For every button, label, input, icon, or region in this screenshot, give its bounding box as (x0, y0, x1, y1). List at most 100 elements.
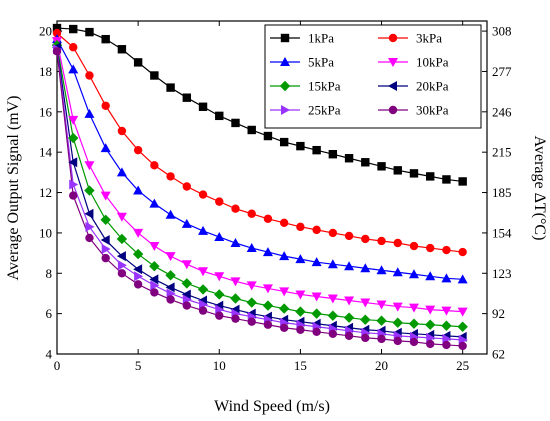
y2-axis-label: Average ΔT(°C) (531, 136, 548, 241)
data-point-3kpa (442, 245, 451, 255)
data-point-10kpa (327, 294, 338, 304)
data-point-30kpa (150, 288, 159, 297)
data-point-3kpa (458, 247, 467, 257)
data-point-1kpa (296, 141, 305, 151)
data-point-3kpa (344, 231, 354, 241)
legend-marker-10kpa (388, 58, 398, 67)
data-point-15kpa (68, 132, 79, 144)
data-point-3kpa (69, 43, 78, 52)
legend-label-25kpa: 25kPa (308, 103, 341, 118)
data-point-3kpa (215, 197, 224, 206)
data-point-15kpa (327, 310, 339, 321)
data-point-10kpa (295, 290, 306, 300)
data-point-1kpa (85, 27, 94, 37)
data-point-5kpa (425, 271, 436, 281)
data-point-15kpa (149, 261, 160, 272)
data-point-3kpa (150, 161, 159, 170)
y-tick-label: 18 (39, 64, 52, 79)
data-point-1kpa (231, 118, 240, 128)
data-point-15kpa (457, 321, 468, 332)
data-point-5kpa (133, 185, 144, 195)
data-point-3kpa (409, 241, 419, 251)
data-point-10kpa (214, 272, 225, 282)
data-point-3kpa (312, 225, 321, 235)
x-tick-label: 25 (456, 358, 469, 373)
data-point-5kpa (311, 257, 322, 267)
data-point-30kpa (133, 280, 143, 289)
data-point-1kpa (69, 24, 78, 34)
data-point-15kpa (360, 314, 371, 325)
data-point-25kpa (117, 260, 127, 271)
data-point-30kpa (215, 311, 224, 320)
data-point-30kpa (69, 191, 78, 200)
data-point-5kpa (408, 269, 419, 279)
data-point-30kpa (361, 333, 370, 343)
data-point-5kpa (68, 64, 79, 74)
data-point-10kpa (360, 298, 371, 308)
y2-tick-label: 92 (492, 306, 505, 321)
data-point-5kpa (262, 247, 273, 257)
legend-label-1kpa: 1kPa (308, 31, 334, 46)
data-point-15kpa (116, 233, 128, 245)
data-point-1kpa (361, 158, 370, 167)
y2-tick-label: 185 (492, 185, 512, 200)
data-point-1kpa (328, 150, 338, 159)
data-point-30kpa (312, 327, 321, 336)
data-point-5kpa (214, 231, 225, 241)
data-point-1kpa (215, 111, 224, 121)
data-point-15kpa (181, 278, 193, 289)
data-point-15kpa (262, 300, 274, 311)
data-point-5kpa (246, 243, 257, 253)
x-tick-label: 10 (213, 358, 226, 373)
data-point-15kpa (246, 297, 257, 308)
data-point-5kpa (181, 218, 192, 228)
data-point-1kpa (247, 125, 256, 135)
data-point-10kpa (133, 228, 144, 238)
data-point-30kpa (296, 325, 305, 334)
x-tick-label: 20 (375, 358, 388, 373)
data-point-3kpa (101, 101, 110, 110)
data-point-1kpa (279, 137, 289, 147)
data-point-5kpa (295, 254, 306, 264)
data-point-20kpa (133, 264, 143, 275)
data-point-5kpa (392, 267, 403, 277)
data-point-1kpa (312, 145, 321, 155)
legend-marker-15kpa (279, 80, 291, 92)
data-point-10kpa (181, 260, 192, 270)
data-point-15kpa (100, 214, 111, 225)
legend-label-3kpa: 3kPa (416, 31, 442, 46)
data-point-30kpa (182, 301, 192, 310)
y2-tick-label: 215 (492, 145, 512, 160)
data-point-1kpa (409, 169, 419, 178)
data-point-1kpa (426, 172, 435, 181)
data-point-1kpa (150, 71, 159, 80)
data-point-30kpa (101, 253, 110, 263)
data-point-15kpa (425, 319, 436, 330)
data-point-5kpa (165, 209, 176, 219)
data-point-1kpa (442, 175, 451, 184)
data-point-3kpa (377, 236, 386, 246)
data-point-5kpa (100, 143, 111, 153)
data-point-10kpa (165, 252, 176, 262)
data-point-1kpa (344, 154, 354, 163)
data-point-1kpa (101, 34, 110, 44)
data-point-30kpa (377, 334, 386, 344)
data-point-30kpa (328, 329, 338, 339)
data-point-1kpa (377, 162, 386, 171)
legend-marker-25kpa (281, 105, 290, 115)
data-point-1kpa (133, 58, 143, 67)
data-point-10kpa (279, 287, 290, 297)
y-tick-label: 16 (39, 104, 53, 119)
data-point-15kpa (84, 185, 95, 196)
legend-label-30kpa: 30kPa (416, 103, 449, 118)
data-point-15kpa (197, 284, 209, 295)
y2-tick-label: 123 (492, 266, 512, 281)
data-point-5kpa (149, 198, 160, 208)
data-point-20kpa (68, 157, 78, 168)
data-point-1kpa (117, 45, 127, 54)
data-point-1kpa (393, 166, 402, 175)
data-point-5kpa (344, 261, 355, 271)
data-point-10kpa (68, 115, 79, 125)
y2-tick-label: 154 (492, 225, 512, 240)
